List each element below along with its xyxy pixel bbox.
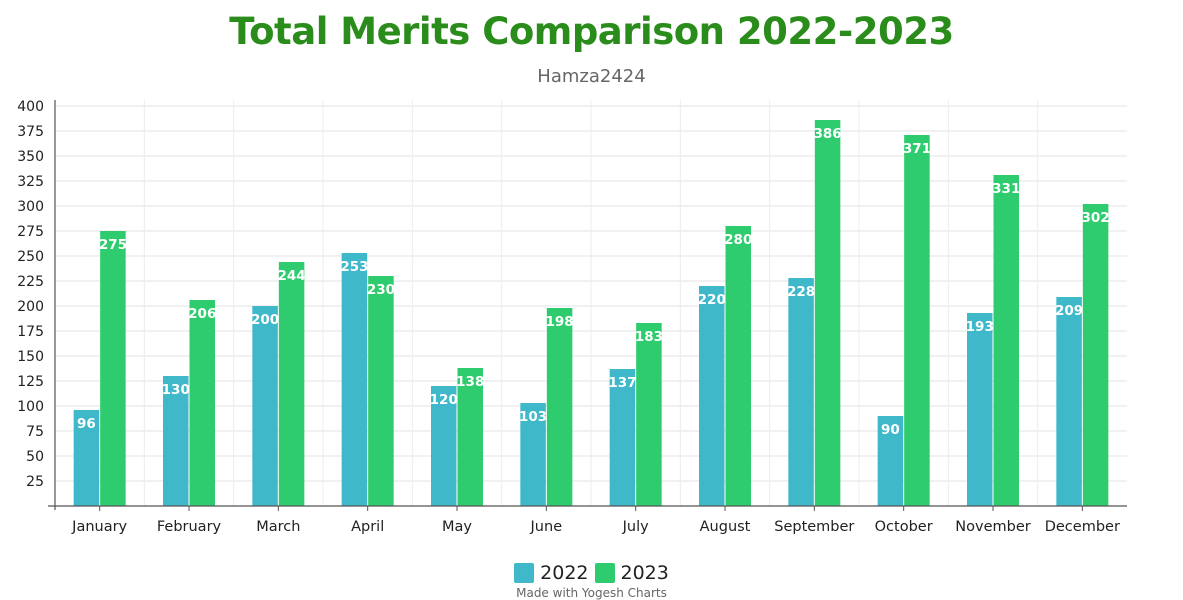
data-label: 331 [992,181,1020,197]
bar-2023-november [993,175,1019,506]
chart-title: Total Merits Comparison 2022-2023 [229,10,954,53]
data-label: 120 [430,392,458,408]
data-label: 209 [1055,303,1083,319]
data-label: 220 [698,292,726,308]
x-tick-label: November [955,519,1030,535]
y-tick-label: 125 [17,374,44,390]
y-tick-label: 250 [17,249,44,265]
data-label: 198 [545,314,573,330]
data-label: 200 [251,312,279,328]
bar-2022-april [341,253,368,506]
bar-2023-february [189,300,215,506]
chart-legend: 2022 2023 [0,562,1183,584]
x-tick-label: March [256,519,300,535]
bar-2023-december [1082,204,1109,506]
data-label: 103 [519,409,547,425]
data-label: 302 [1081,210,1109,226]
bar-2022-september [788,278,814,506]
y-tick-label: 25 [26,474,44,490]
bar-2022-march [252,306,278,506]
chart-subtitle: Hamza2424 [537,66,646,87]
data-label: 371 [903,141,931,157]
y-tick-label: 150 [17,349,44,365]
bar-2022-january [73,410,100,506]
legend-item-2022[interactable]: 2022 [514,562,589,584]
x-tick-label: September [774,519,854,535]
bar-2022-february [163,376,189,506]
x-tick-label: August [700,519,751,535]
x-tick-label: June [530,519,563,535]
bar-2022-june [520,403,546,506]
bar-2022-october [877,416,904,506]
legend-swatch-2022 [514,563,535,583]
x-tick-label: May [442,519,472,535]
x-tick-label: July [622,519,649,535]
bar-2023-august [725,226,751,506]
data-label: 96 [77,416,96,432]
y-tick-label: 325 [17,174,44,190]
bar-2022-august [699,286,725,506]
data-label: 228 [787,284,815,300]
bar-2022-december [1056,297,1082,506]
x-tick-label: October [875,519,933,535]
y-tick-label: 175 [17,324,44,340]
bar-2023-january [100,231,126,506]
x-tick-label: January [71,519,127,535]
legend-swatch-2023 [594,563,615,583]
bar-2023-july [636,323,662,506]
x-tick-label: December [1045,519,1120,535]
bar-chart: 25 50 75 100 125 150 175 200 225 250 275 300 325 350 3… [17,99,1127,535]
bar-2022-may [431,386,457,506]
bar-2022-november [967,313,993,506]
legend-item-2023[interactable]: 2023 [594,562,669,584]
legend-label-2022: 2022 [540,562,589,584]
x-tick-label: April [351,519,384,535]
y-tick-label: 300 [17,199,44,215]
data-label: 138 [456,374,484,390]
chart-footer: Made with Yogesh Charts [516,586,667,600]
data-label: 386 [813,126,841,142]
bar-2023-september [814,120,841,506]
y-tick-label: 225 [17,274,44,290]
bar-2023-march [278,262,305,506]
bar-2023-april [368,276,394,506]
data-label: 244 [277,268,305,284]
data-label: 130 [162,382,190,398]
y-tick-label: 75 [26,424,44,440]
x-tick-label: February [157,519,222,535]
data-label: 253 [340,259,368,275]
y-tick-label: 400 [17,99,44,115]
data-label: 275 [99,237,127,253]
y-tick-label: 275 [17,224,44,240]
bar-2023-june [546,308,573,506]
y-tick-label: 50 [26,449,44,465]
bar-2022-july [609,369,636,506]
data-label: 280 [724,232,752,248]
y-tick-label: 375 [17,124,44,140]
y-tick-label: 100 [17,399,44,415]
data-label: 206 [188,306,216,322]
legend-label-2023: 2023 [620,562,669,584]
data-label: 137 [608,375,636,391]
bar-2023-may [457,368,483,506]
data-label: 193 [966,319,994,335]
y-tick-label: 200 [17,299,44,315]
bar-2023-october [904,135,930,506]
y-tick-label: 350 [17,149,44,165]
data-label: 183 [635,329,663,345]
data-label: 90 [881,422,900,438]
data-label: 230 [367,282,395,298]
